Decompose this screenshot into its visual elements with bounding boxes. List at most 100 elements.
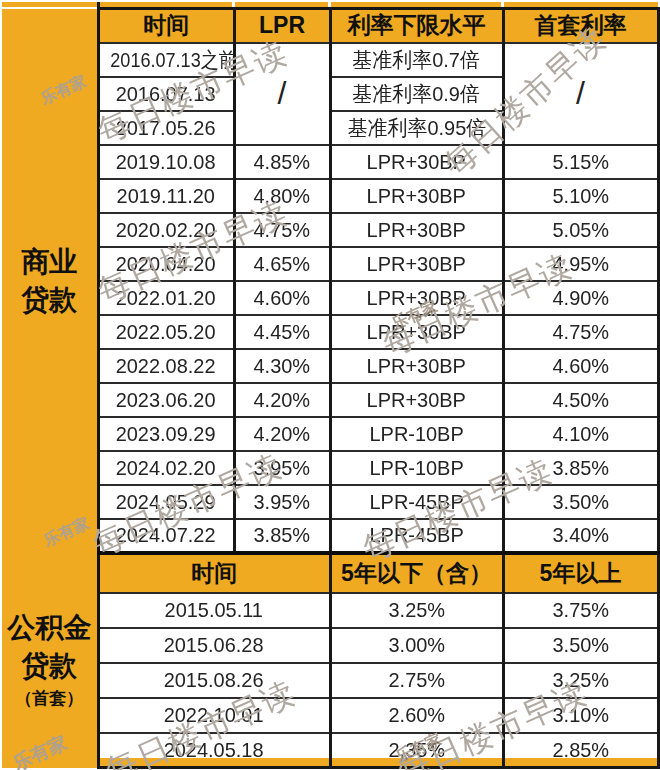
col-header-0-text: 时间 bbox=[143, 12, 189, 38]
below5y-cell: 2.75% bbox=[330, 663, 503, 698]
col-header2-2: 5年以上 bbox=[503, 553, 658, 593]
floor-cell-text: LPR-10BP bbox=[369, 422, 463, 446]
lpr-cell: 4.45% bbox=[234, 315, 330, 349]
above5y-cell-text: 3.75% bbox=[552, 598, 609, 622]
first-rate-cell-text: 3.50% bbox=[552, 490, 609, 514]
floor-cell-text: LPR+30BP bbox=[367, 150, 466, 174]
floor-cell-text: LPR+30BP bbox=[367, 252, 466, 276]
date-cell: 2023.09.29 bbox=[98, 417, 234, 451]
date-cell: 2020.02.20 bbox=[98, 213, 234, 247]
floor-cell: 基准利率0.95倍 bbox=[330, 111, 503, 145]
first-rate-merged-slash: / bbox=[503, 43, 658, 145]
col-header2-2-text: 5年以上 bbox=[540, 560, 622, 586]
date-cell-text: 2024.05.18 bbox=[164, 738, 264, 762]
date-cell: 2016.07.13之前 bbox=[98, 43, 234, 77]
floor-cell: LPR+30BP bbox=[330, 315, 503, 349]
first-rate-merged-slash-text: / bbox=[576, 75, 585, 111]
date-cell-text: 2015.08.26 bbox=[164, 668, 264, 692]
floor-cell-text: LPR+30BP bbox=[367, 388, 466, 412]
lpr-cell: 4.75% bbox=[234, 213, 330, 247]
date-cell: 2017.05.26 bbox=[98, 111, 234, 145]
first-rate-cell: 3.50% bbox=[503, 485, 658, 519]
lpr-cell: 3.85% bbox=[234, 519, 330, 553]
first-rate-cell-text: 4.90% bbox=[552, 286, 609, 310]
below5y-cell: 2.35% bbox=[330, 733, 503, 768]
lpr-cell: 3.95% bbox=[234, 485, 330, 519]
floor-cell-text: 基准利率0.9倍 bbox=[353, 80, 480, 108]
floor-cell: LPR+30BP bbox=[330, 179, 503, 213]
col-header-3-text: 首套利率 bbox=[535, 12, 627, 38]
date-cell-text: 2023.09.29 bbox=[116, 422, 216, 446]
lpr-cell-text: 4.20% bbox=[254, 388, 311, 412]
side-label-line: 贷款 bbox=[2, 647, 97, 685]
floor-cell-text: LPR-10BP bbox=[369, 456, 463, 480]
first-rate-cell-text: 4.95% bbox=[552, 252, 609, 276]
lpr-cell: 4.30% bbox=[234, 349, 330, 383]
lpr-cell-text: 3.95% bbox=[254, 456, 311, 480]
below5y-cell-text: 3.25% bbox=[388, 598, 445, 622]
lpr-cell-text: 3.95% bbox=[254, 490, 311, 514]
date-cell-text: 2024.02.20 bbox=[116, 456, 216, 480]
date-cell-text: 2020.02.20 bbox=[116, 218, 216, 242]
lpr-cell-text: 4.80% bbox=[254, 184, 311, 208]
lpr-cell-text: 4.30% bbox=[254, 354, 311, 378]
date-cell: 2019.11.20 bbox=[98, 179, 234, 213]
col-header2-0: 时间 bbox=[98, 553, 330, 593]
date-cell: 2016.07.13 bbox=[98, 77, 234, 111]
col-header-2-text: 利率下限水平 bbox=[348, 12, 486, 38]
lpr-cell: 4.85% bbox=[234, 145, 330, 179]
first-rate-cell-text: 4.75% bbox=[552, 320, 609, 344]
floor-cell-text: LPR-45BP bbox=[369, 490, 463, 514]
lpr-cell: 4.60% bbox=[234, 281, 330, 315]
floor-cell: LPR+30BP bbox=[330, 349, 503, 383]
above5y-cell: 3.25% bbox=[503, 663, 658, 698]
floor-cell: LPR-45BP bbox=[330, 485, 503, 519]
col-header-1: LPR bbox=[234, 9, 330, 43]
date-cell: 2020.04.20 bbox=[98, 247, 234, 281]
side-label-line-small: （首套） bbox=[2, 688, 97, 711]
floor-cell: LPR-10BP bbox=[330, 451, 503, 485]
col-header2-1-text: 5年以下（含） bbox=[341, 560, 492, 586]
first-rate-cell: 3.40% bbox=[503, 519, 658, 553]
floor-cell: LPR+30BP bbox=[330, 281, 503, 315]
floor-cell: LPR+30BP bbox=[330, 145, 503, 179]
below5y-cell-text: 2.75% bbox=[388, 668, 445, 692]
floor-cell-text: LPR-45BP bbox=[369, 523, 463, 547]
date-cell-text: 2019.10.08 bbox=[116, 150, 216, 174]
first-rate-cell: 4.50% bbox=[503, 383, 658, 417]
below5y-cell: 2.60% bbox=[330, 698, 503, 733]
date-cell: 2024.02.20 bbox=[98, 451, 234, 485]
col-header-2: 利率下限水平 bbox=[330, 9, 503, 43]
lpr-cell-text: 3.85% bbox=[254, 523, 311, 547]
first-rate-cell-text: 4.60% bbox=[552, 354, 609, 378]
floor-cell-text: LPR+30BP bbox=[367, 354, 466, 378]
date-cell-text: 2020.04.20 bbox=[116, 252, 216, 276]
date-cell-text: 2022.10.01 bbox=[164, 703, 264, 727]
first-rate-cell: 5.05% bbox=[503, 213, 658, 247]
first-rate-cell: 4.90% bbox=[503, 281, 658, 315]
date-cell: 2015.06.28 bbox=[98, 628, 330, 663]
rate-table-page: { "chart_data": [ { "type": "table", "ti… bbox=[0, 0, 660, 770]
first-rate-cell: 4.95% bbox=[503, 247, 658, 281]
floor-cell-text: 基准利率0.95倍 bbox=[347, 114, 486, 142]
date-cell-text: 2017.05.26 bbox=[116, 116, 216, 140]
lpr-cell: 4.20% bbox=[234, 417, 330, 451]
first-rate-cell: 4.60% bbox=[503, 349, 658, 383]
above5y-cell-text: 3.50% bbox=[552, 633, 609, 657]
lpr-cell: 4.80% bbox=[234, 179, 330, 213]
col-header2-1: 5年以下（含） bbox=[330, 553, 503, 593]
floor-cell-text: LPR+30BP bbox=[367, 218, 466, 242]
above5y-cell-text: 3.25% bbox=[552, 668, 609, 692]
lpr-cell-text: 4.85% bbox=[254, 150, 311, 174]
date-cell: 2019.10.08 bbox=[98, 145, 234, 179]
lpr-cell-text: 4.20% bbox=[254, 422, 311, 446]
date-cell: 2023.06.20 bbox=[98, 383, 234, 417]
date-cell: 2015.05.11 bbox=[98, 593, 330, 628]
date-cell-text: 2015.06.28 bbox=[164, 633, 264, 657]
date-cell-text: 2016.07.13 bbox=[116, 82, 216, 106]
floor-cell-text: LPR+30BP bbox=[367, 320, 466, 344]
date-cell-text: 2022.01.20 bbox=[116, 286, 216, 310]
above5y-cell-text: 3.10% bbox=[552, 703, 609, 727]
date-cell-text: 2019.11.20 bbox=[117, 184, 215, 208]
side-label-line: 公积金 bbox=[2, 609, 97, 647]
